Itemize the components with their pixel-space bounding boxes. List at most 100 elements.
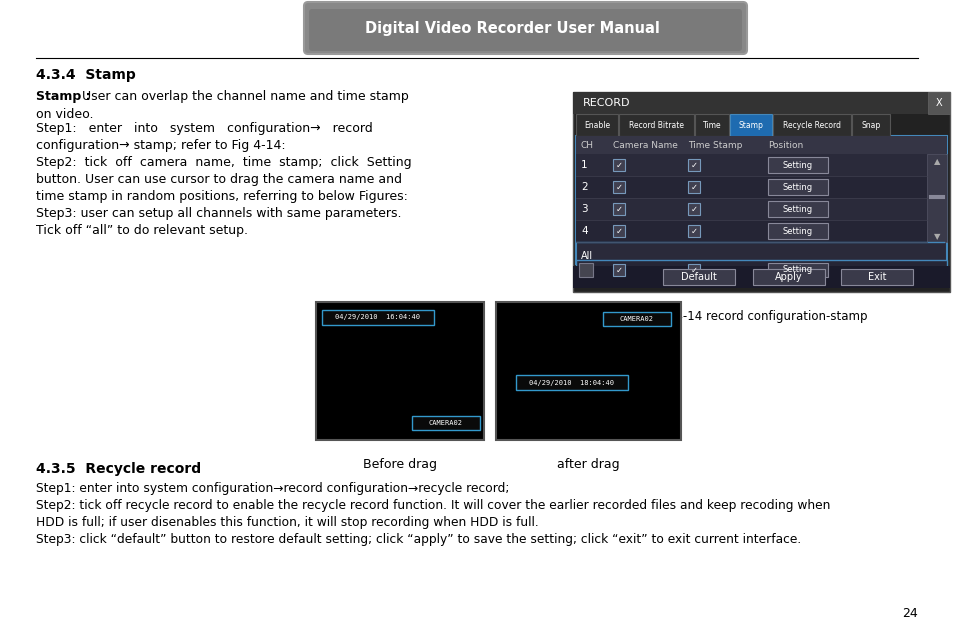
Bar: [322, 310, 434, 325]
Text: 3: 3: [580, 204, 587, 214]
Bar: [412, 416, 479, 430]
Bar: [576, 220, 926, 242]
Text: CAMERA02: CAMERA02: [429, 420, 462, 426]
Text: 24: 24: [902, 607, 917, 620]
Text: Step3: click “default” button to restore default setting; click “apply” to save : Step3: click “default” button to restore…: [36, 533, 801, 546]
Text: ✓: ✓: [615, 265, 622, 275]
Bar: [618, 114, 693, 136]
Bar: [576, 260, 946, 280]
Bar: [687, 159, 700, 171]
Text: CAMERA02: CAMERA02: [619, 316, 654, 322]
Text: HDD is full; if user disenables this function, it will stop recording when HDD i: HDD is full; if user disenables this fun…: [36, 516, 538, 529]
Text: Default: Default: [680, 272, 717, 282]
Bar: [926, 154, 946, 242]
Text: Record Bitrate: Record Bitrate: [628, 120, 683, 130]
Text: Before drag: Before drag: [363, 458, 436, 471]
Text: Setting: Setting: [782, 226, 812, 235]
Bar: [576, 136, 946, 154]
Text: Time Stamp: Time Stamp: [687, 141, 741, 149]
Bar: [772, 114, 850, 136]
Bar: [315, 302, 483, 440]
Text: 2: 2: [580, 182, 587, 192]
Bar: [841, 269, 912, 285]
Bar: [613, 264, 624, 276]
Text: Setting: Setting: [782, 205, 812, 214]
Text: Step2:  tick  off  camera  name,  time  stamp;  click  Setting: Step2: tick off camera name, time stamp;…: [36, 156, 411, 169]
Bar: [576, 176, 926, 198]
Text: Fig 4-14 record configuration-stamp: Fig 4-14 record configuration-stamp: [655, 310, 867, 323]
Text: ✓: ✓: [615, 226, 622, 235]
Text: Enable: Enable: [583, 120, 609, 130]
Bar: [687, 203, 700, 215]
Bar: [573, 92, 949, 292]
Text: RECORD: RECORD: [582, 98, 630, 108]
Text: 4.3.4  Stamp: 4.3.4 Stamp: [36, 68, 135, 82]
Text: Camera Name: Camera Name: [613, 141, 678, 149]
Bar: [573, 92, 949, 114]
Bar: [602, 312, 670, 326]
Bar: [573, 266, 949, 288]
Bar: [767, 201, 827, 217]
Bar: [767, 263, 827, 277]
Text: on video.: on video.: [36, 108, 93, 121]
Text: ✓: ✓: [615, 205, 622, 214]
Bar: [767, 179, 827, 195]
Text: Stamp: Stamp: [738, 120, 762, 130]
Text: 04/29/2010  18:04:40: 04/29/2010 18:04:40: [529, 380, 614, 385]
Text: CH: CH: [580, 141, 594, 149]
Text: Digital Video Recorder User Manual: Digital Video Recorder User Manual: [364, 20, 659, 36]
Text: Exit: Exit: [867, 272, 885, 282]
Text: Stamp :: Stamp :: [36, 90, 91, 103]
Bar: [576, 198, 926, 220]
Text: X: X: [935, 98, 942, 108]
Text: Time: Time: [702, 120, 720, 130]
Text: 1: 1: [580, 160, 587, 170]
Text: Apply: Apply: [775, 272, 802, 282]
Text: button. User can use cursor to drag the camera name and: button. User can use cursor to drag the …: [36, 173, 401, 186]
Text: ✓: ✓: [615, 160, 622, 170]
Text: Setting: Setting: [782, 265, 812, 275]
Text: ✓: ✓: [690, 205, 697, 214]
Bar: [613, 225, 624, 237]
Bar: [927, 92, 949, 114]
Text: Setting: Setting: [782, 160, 812, 170]
Bar: [687, 264, 700, 276]
Bar: [576, 114, 618, 136]
Text: 04/29/2010  16:04:40: 04/29/2010 16:04:40: [335, 314, 420, 321]
Bar: [578, 263, 593, 277]
Text: 4.3.5  Recycle record: 4.3.5 Recycle record: [36, 462, 201, 476]
Text: ✓: ✓: [690, 226, 697, 235]
Text: ✓: ✓: [690, 265, 697, 275]
Bar: [516, 375, 627, 390]
Text: Step3: user can setup all channels with same parameters.: Step3: user can setup all channels with …: [36, 207, 401, 220]
Text: ✓: ✓: [690, 183, 697, 191]
Bar: [496, 302, 680, 440]
Text: Setting: Setting: [782, 183, 812, 191]
Text: configuration→ stamp; refer to Fig 4-14:: configuration→ stamp; refer to Fig 4-14:: [36, 139, 285, 152]
Text: Step2: tick off recycle record to enable the recycle record function. It will co: Step2: tick off recycle record to enable…: [36, 499, 829, 512]
Text: Snap: Snap: [861, 120, 880, 130]
Text: Recycle Record: Recycle Record: [782, 120, 841, 130]
Bar: [695, 114, 728, 136]
Text: ▲: ▲: [933, 158, 940, 167]
Bar: [767, 157, 827, 173]
Text: ✓: ✓: [690, 160, 697, 170]
Bar: [752, 269, 824, 285]
Text: after drag: after drag: [557, 458, 619, 471]
Bar: [687, 225, 700, 237]
Text: ✓: ✓: [615, 183, 622, 191]
Bar: [767, 223, 827, 239]
Bar: [613, 159, 624, 171]
Text: Tick off “all” to do relevant setup.: Tick off “all” to do relevant setup.: [36, 224, 248, 237]
Text: Position: Position: [767, 141, 802, 149]
Text: User can overlap the channel name and time stamp: User can overlap the channel name and ti…: [82, 90, 408, 103]
Bar: [687, 181, 700, 193]
Bar: [613, 181, 624, 193]
Bar: [729, 114, 771, 136]
FancyBboxPatch shape: [309, 9, 741, 51]
Text: ▼: ▼: [933, 233, 940, 242]
Bar: [851, 114, 889, 136]
Text: Step1: enter into system configuration→record configuration→recycle record;: Step1: enter into system configuration→r…: [36, 482, 509, 495]
Text: All: All: [580, 251, 593, 261]
Bar: [613, 203, 624, 215]
